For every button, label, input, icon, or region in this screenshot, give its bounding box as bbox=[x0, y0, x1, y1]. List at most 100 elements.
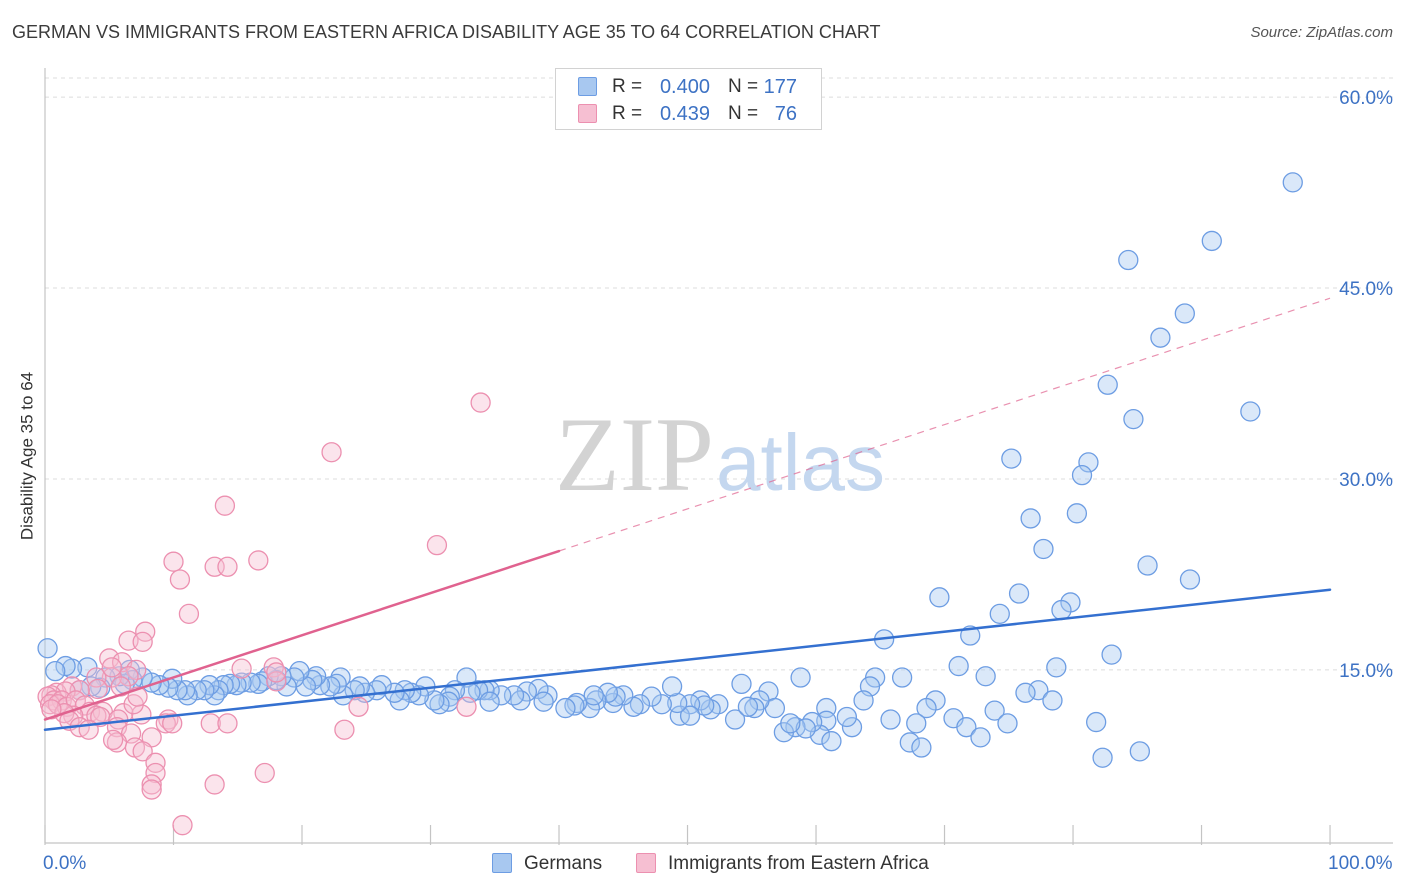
legend-label-immigrants-eastern-africa: Immigrants from Eastern Africa bbox=[668, 853, 929, 874]
legend-row-immigrants-eastern-africa: R = 0.439 N = 76 bbox=[556, 102, 821, 126]
germans-point bbox=[1101, 644, 1122, 665]
axes bbox=[44, 68, 1393, 845]
immigrants-eastern-africa-point bbox=[254, 762, 275, 784]
n-value: 177 bbox=[763, 76, 797, 98]
immigrants-eastern-africa-point bbox=[321, 442, 342, 463]
immigrants-eastern-africa-trend-line bbox=[43, 549, 561, 721]
germans-point bbox=[679, 705, 701, 726]
immigrants-eastern-africa-point bbox=[145, 762, 166, 784]
immigrants-eastern-africa-swatch bbox=[578, 104, 597, 123]
correlation-legend: R = 0.400 N = 177 R = 0.439 N = 76 bbox=[555, 68, 822, 130]
r-label: R = bbox=[612, 103, 643, 124]
germans-point bbox=[836, 706, 858, 728]
r-value: 0.439 bbox=[659, 103, 710, 125]
trend-lines bbox=[43, 297, 1332, 731]
germans-point bbox=[1092, 747, 1113, 768]
germans-point bbox=[566, 692, 588, 714]
germans-point bbox=[1137, 555, 1158, 576]
immigrants-eastern-africa-point bbox=[204, 774, 225, 795]
germans-point bbox=[1201, 230, 1222, 252]
immigrants-eastern-africa-point bbox=[456, 696, 477, 717]
immigrants-eastern-africa-point bbox=[155, 713, 176, 734]
germans-point bbox=[989, 603, 1010, 625]
immigrants-eastern-africa-point bbox=[101, 657, 122, 678]
germans-point bbox=[1001, 448, 1022, 469]
immigrants-eastern-africa-point bbox=[334, 719, 355, 740]
germans-swatch bbox=[578, 77, 597, 96]
germans-point bbox=[1174, 303, 1195, 324]
immigrants-eastern-africa-point bbox=[178, 603, 200, 625]
immigrants-eastern-africa-point bbox=[172, 815, 193, 836]
germans-point bbox=[841, 717, 863, 738]
immigrants-eastern-africa-point bbox=[87, 678, 108, 700]
germans-point bbox=[880, 709, 901, 730]
germans-point bbox=[1033, 538, 1054, 560]
immigrants-eastern-africa-point bbox=[231, 658, 252, 679]
immigrants-eastern-africa-point bbox=[41, 699, 62, 720]
germans-point bbox=[1179, 569, 1201, 590]
data-points bbox=[37, 172, 1303, 836]
immigrants-eastern-africa-point bbox=[200, 713, 221, 734]
germans-point bbox=[975, 666, 996, 687]
n-label: N = bbox=[728, 76, 759, 97]
germans-point bbox=[780, 713, 801, 734]
germans-point bbox=[305, 666, 327, 687]
germans-point bbox=[1008, 583, 1030, 604]
germans-point bbox=[45, 661, 66, 682]
germans-point bbox=[1071, 464, 1093, 486]
germans-point bbox=[724, 709, 746, 730]
germans-point bbox=[1240, 401, 1261, 422]
germans-point bbox=[956, 717, 977, 738]
y-tick-label: 15.0% bbox=[1339, 661, 1393, 682]
y-axis-title: Disability Age 35 to 64 bbox=[17, 372, 36, 540]
germans-point bbox=[970, 727, 991, 748]
germans-point bbox=[219, 673, 241, 695]
immigrants-eastern-africa-point bbox=[90, 706, 111, 728]
germans-point bbox=[651, 694, 672, 715]
immigrants-eastern-africa-point bbox=[145, 752, 166, 773]
germans-point bbox=[1097, 374, 1118, 395]
germans-point bbox=[276, 676, 297, 697]
germans-point bbox=[1015, 682, 1036, 703]
germans-point bbox=[1118, 249, 1139, 271]
immigrants-eastern-africa-point bbox=[132, 631, 153, 653]
germans-point bbox=[891, 667, 913, 688]
germans-point bbox=[1086, 711, 1107, 733]
immigrants-eastern-africa-point bbox=[162, 713, 183, 734]
germans-point bbox=[795, 718, 816, 739]
germans-point bbox=[669, 705, 690, 726]
germans-point bbox=[984, 700, 1005, 721]
germans-point bbox=[790, 667, 811, 688]
germans-point bbox=[479, 691, 500, 712]
germans-point bbox=[1051, 599, 1072, 621]
germans-point bbox=[320, 676, 341, 697]
immigrants-eastern-africa-point bbox=[141, 774, 162, 795]
germans-point bbox=[731, 673, 752, 695]
germans-point bbox=[899, 732, 920, 753]
x-tick-label: 100.0% bbox=[1328, 853, 1393, 874]
immigrants-eastern-africa-point bbox=[102, 729, 124, 751]
germans-point bbox=[1129, 741, 1150, 762]
germans-point bbox=[997, 713, 1018, 734]
n-value: 76 bbox=[774, 103, 797, 125]
germans-point bbox=[1046, 657, 1067, 678]
germans-point bbox=[1028, 680, 1049, 701]
germans-point bbox=[737, 696, 759, 717]
germans-point bbox=[948, 655, 969, 677]
germans-trend-line bbox=[43, 588, 1332, 731]
watermark-zip: ZIP bbox=[555, 396, 714, 513]
r-label: R = bbox=[612, 76, 643, 97]
germans-point bbox=[623, 696, 644, 717]
germans-point bbox=[613, 685, 634, 706]
germans-point bbox=[916, 697, 937, 719]
immigrants-eastern-africa-point bbox=[426, 534, 448, 556]
germans-point bbox=[248, 673, 269, 695]
germans-swatch bbox=[492, 853, 512, 873]
immigrants-eastern-africa-trend-line-extension bbox=[558, 297, 1331, 552]
germans-point bbox=[641, 686, 662, 707]
y-tick-label: 60.0% bbox=[1339, 88, 1393, 109]
immigrants-eastern-africa-point bbox=[132, 741, 153, 762]
immigrants-eastern-africa-point bbox=[118, 666, 139, 687]
immigrants-eastern-africa-point bbox=[348, 696, 369, 717]
germans-point bbox=[906, 713, 927, 734]
